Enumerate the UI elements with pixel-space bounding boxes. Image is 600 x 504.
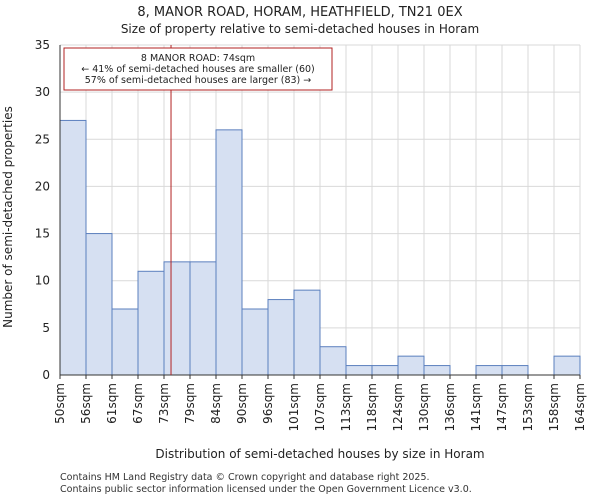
x-tick-label: 153sqm [521, 383, 535, 431]
y-tick-label: 20 [35, 179, 50, 193]
x-tick-label: 56sqm [79, 383, 93, 424]
x-tick-label: 147sqm [495, 383, 509, 431]
y-tick-label: 25 [35, 132, 50, 146]
x-tick-label: 124sqm [391, 383, 405, 431]
histogram-bar [85, 233, 113, 376]
histogram-bar [267, 299, 295, 376]
y-tick-label: 5 [42, 321, 50, 335]
y-tick-labels: 0 5 10 15 20 25 30 35 [35, 38, 50, 382]
histogram-bar [345, 365, 373, 376]
x-tick-label: 130sqm [417, 383, 431, 431]
x-tick-label: 50sqm [53, 383, 67, 424]
x-tick-label: 79sqm [183, 383, 197, 424]
histogram-bar [397, 355, 425, 376]
histogram-bar [215, 129, 243, 376]
y-tick-label: 15 [35, 227, 50, 241]
chart-subtitle: Size of property relative to semi-detach… [121, 22, 479, 36]
bars-layer [59, 119, 581, 376]
chart-title: 8, MANOR ROAD, HORAM, HEATHFIELD, TN21 0… [137, 5, 462, 20]
histogram-bar [371, 365, 399, 376]
footer-line-1: Contains HM Land Registry data © Crown c… [60, 472, 430, 483]
y-tick-label: 0 [42, 368, 50, 382]
x-tick-label: 96sqm [261, 383, 275, 424]
footer-line-2: Contains public sector information licen… [60, 484, 472, 495]
histogram-bar [293, 289, 321, 376]
x-tick-labels: 50sqm 56sqm 61sqm 67sqm 73sqm 79sqm 84sqm 90sqm… [53, 383, 587, 431]
histogram-bar [475, 365, 503, 376]
x-tick-label: 158sqm [547, 383, 561, 431]
histogram-bar [553, 355, 581, 376]
x-tick-label: 61sqm [105, 383, 119, 424]
x-tick-label: 101sqm [287, 383, 301, 431]
x-tick-label: 84sqm [209, 383, 223, 424]
axes-layer [59, 45, 581, 379]
x-tick-label: 136sqm [443, 383, 457, 431]
histogram-bar [241, 308, 269, 376]
annotation-border [63, 47, 333, 91]
y-axis-label: Number of semi-detached properties [1, 106, 15, 328]
histogram-bar [137, 270, 165, 376]
x-tick-label: 164sqm [573, 383, 587, 431]
x-tick-label: 107sqm [313, 383, 327, 431]
x-tick-label: 113sqm [339, 383, 353, 431]
annotation-line-2: ← 41% of semi-detached houses are smalle… [81, 64, 315, 75]
annotation-line-3: 57% of semi-detached houses are larger (… [85, 75, 312, 86]
histogram-bar [59, 119, 87, 376]
histogram-bar [319, 346, 347, 376]
histogram-bar [501, 365, 529, 376]
histogram-bar [111, 308, 139, 376]
y-tick-label: 10 [35, 274, 50, 288]
histogram-bar [189, 261, 217, 376]
x-tick-label: 118sqm [365, 383, 379, 431]
y-tick-label: 30 [35, 85, 50, 99]
histogram-bar [423, 365, 451, 376]
x-tick-label: 90sqm [235, 383, 249, 424]
x-axis-label: Distribution of semi-detached houses by … [155, 447, 484, 461]
y-tick-label: 35 [35, 38, 50, 52]
x-tick-label: 141sqm [469, 383, 483, 431]
histogram-bar [163, 261, 191, 376]
annotation-line-1: 8 MANOR ROAD: 74sqm [141, 53, 255, 64]
x-tick-label: 67sqm [131, 383, 145, 424]
x-tick-label: 73sqm [157, 383, 171, 424]
annotation-box: 8 MANOR ROAD: 74sqm ← 41% of semi-detach… [63, 47, 333, 91]
